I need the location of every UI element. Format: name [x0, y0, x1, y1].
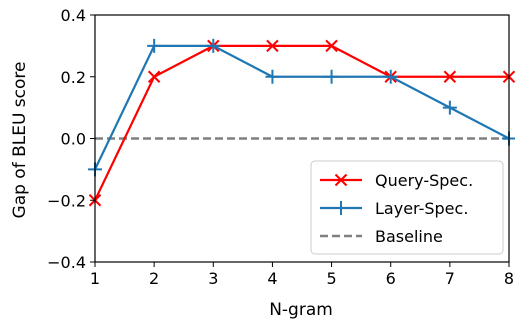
legend-label: Baseline — [375, 227, 443, 246]
data-point — [442, 100, 457, 115]
legend-box — [310, 160, 504, 255]
series-line-1 — [94, 44, 510, 170]
data-point — [266, 39, 279, 53]
y-tick-label: 0.0 — [61, 130, 86, 149]
y-tick-label: −0.4 — [47, 253, 86, 272]
legend-label: Query-Spec. — [375, 171, 473, 190]
plot-area — [88, 38, 515, 207]
data-point — [206, 38, 221, 53]
marker-stroke — [443, 70, 457, 83]
x-tick-label: 7 — [445, 269, 455, 288]
marker-stroke — [266, 39, 279, 53]
y-axis-label: Gap of BLEU score — [10, 62, 30, 219]
legend-entry: Baseline — [320, 227, 443, 246]
data-point — [147, 70, 161, 83]
x-tick-label: 4 — [267, 269, 277, 288]
x-tick-label: 2 — [149, 269, 159, 288]
y-tick-label: −0.2 — [47, 191, 86, 210]
data-point — [265, 69, 280, 84]
x-tick-label: 8 — [504, 269, 514, 288]
legend-entry: Query-Spec. — [320, 171, 473, 190]
y-tick-label: 0.4 — [61, 6, 86, 25]
data-point — [443, 70, 457, 83]
x-tick-label: 5 — [326, 269, 336, 288]
data-point — [383, 69, 398, 84]
data-point — [325, 39, 338, 53]
x-axis-label: N-gram — [269, 300, 333, 320]
axes: 1 2 3 4 5 6 7 8 −0.4 −0.2 0.0 0.2 0.4 — [47, 6, 514, 288]
marker-stroke — [325, 39, 338, 53]
data-point — [324, 69, 339, 84]
y-tick-label: 0.2 — [61, 68, 86, 87]
legend: Query-Spec. Layer-Spec. Baseline — [310, 160, 504, 255]
x-tick-label: 6 — [386, 269, 396, 288]
legend-label: Layer-Spec. — [375, 199, 468, 218]
data-point — [147, 38, 162, 53]
marker-stroke — [147, 70, 161, 83]
legend-entry: Layer-Spec. — [320, 199, 468, 218]
series-line-0 — [94, 44, 509, 201]
x-tick-label: 3 — [208, 269, 218, 288]
legend-marker — [334, 173, 348, 187]
x-tick-label: 1 — [90, 269, 100, 288]
